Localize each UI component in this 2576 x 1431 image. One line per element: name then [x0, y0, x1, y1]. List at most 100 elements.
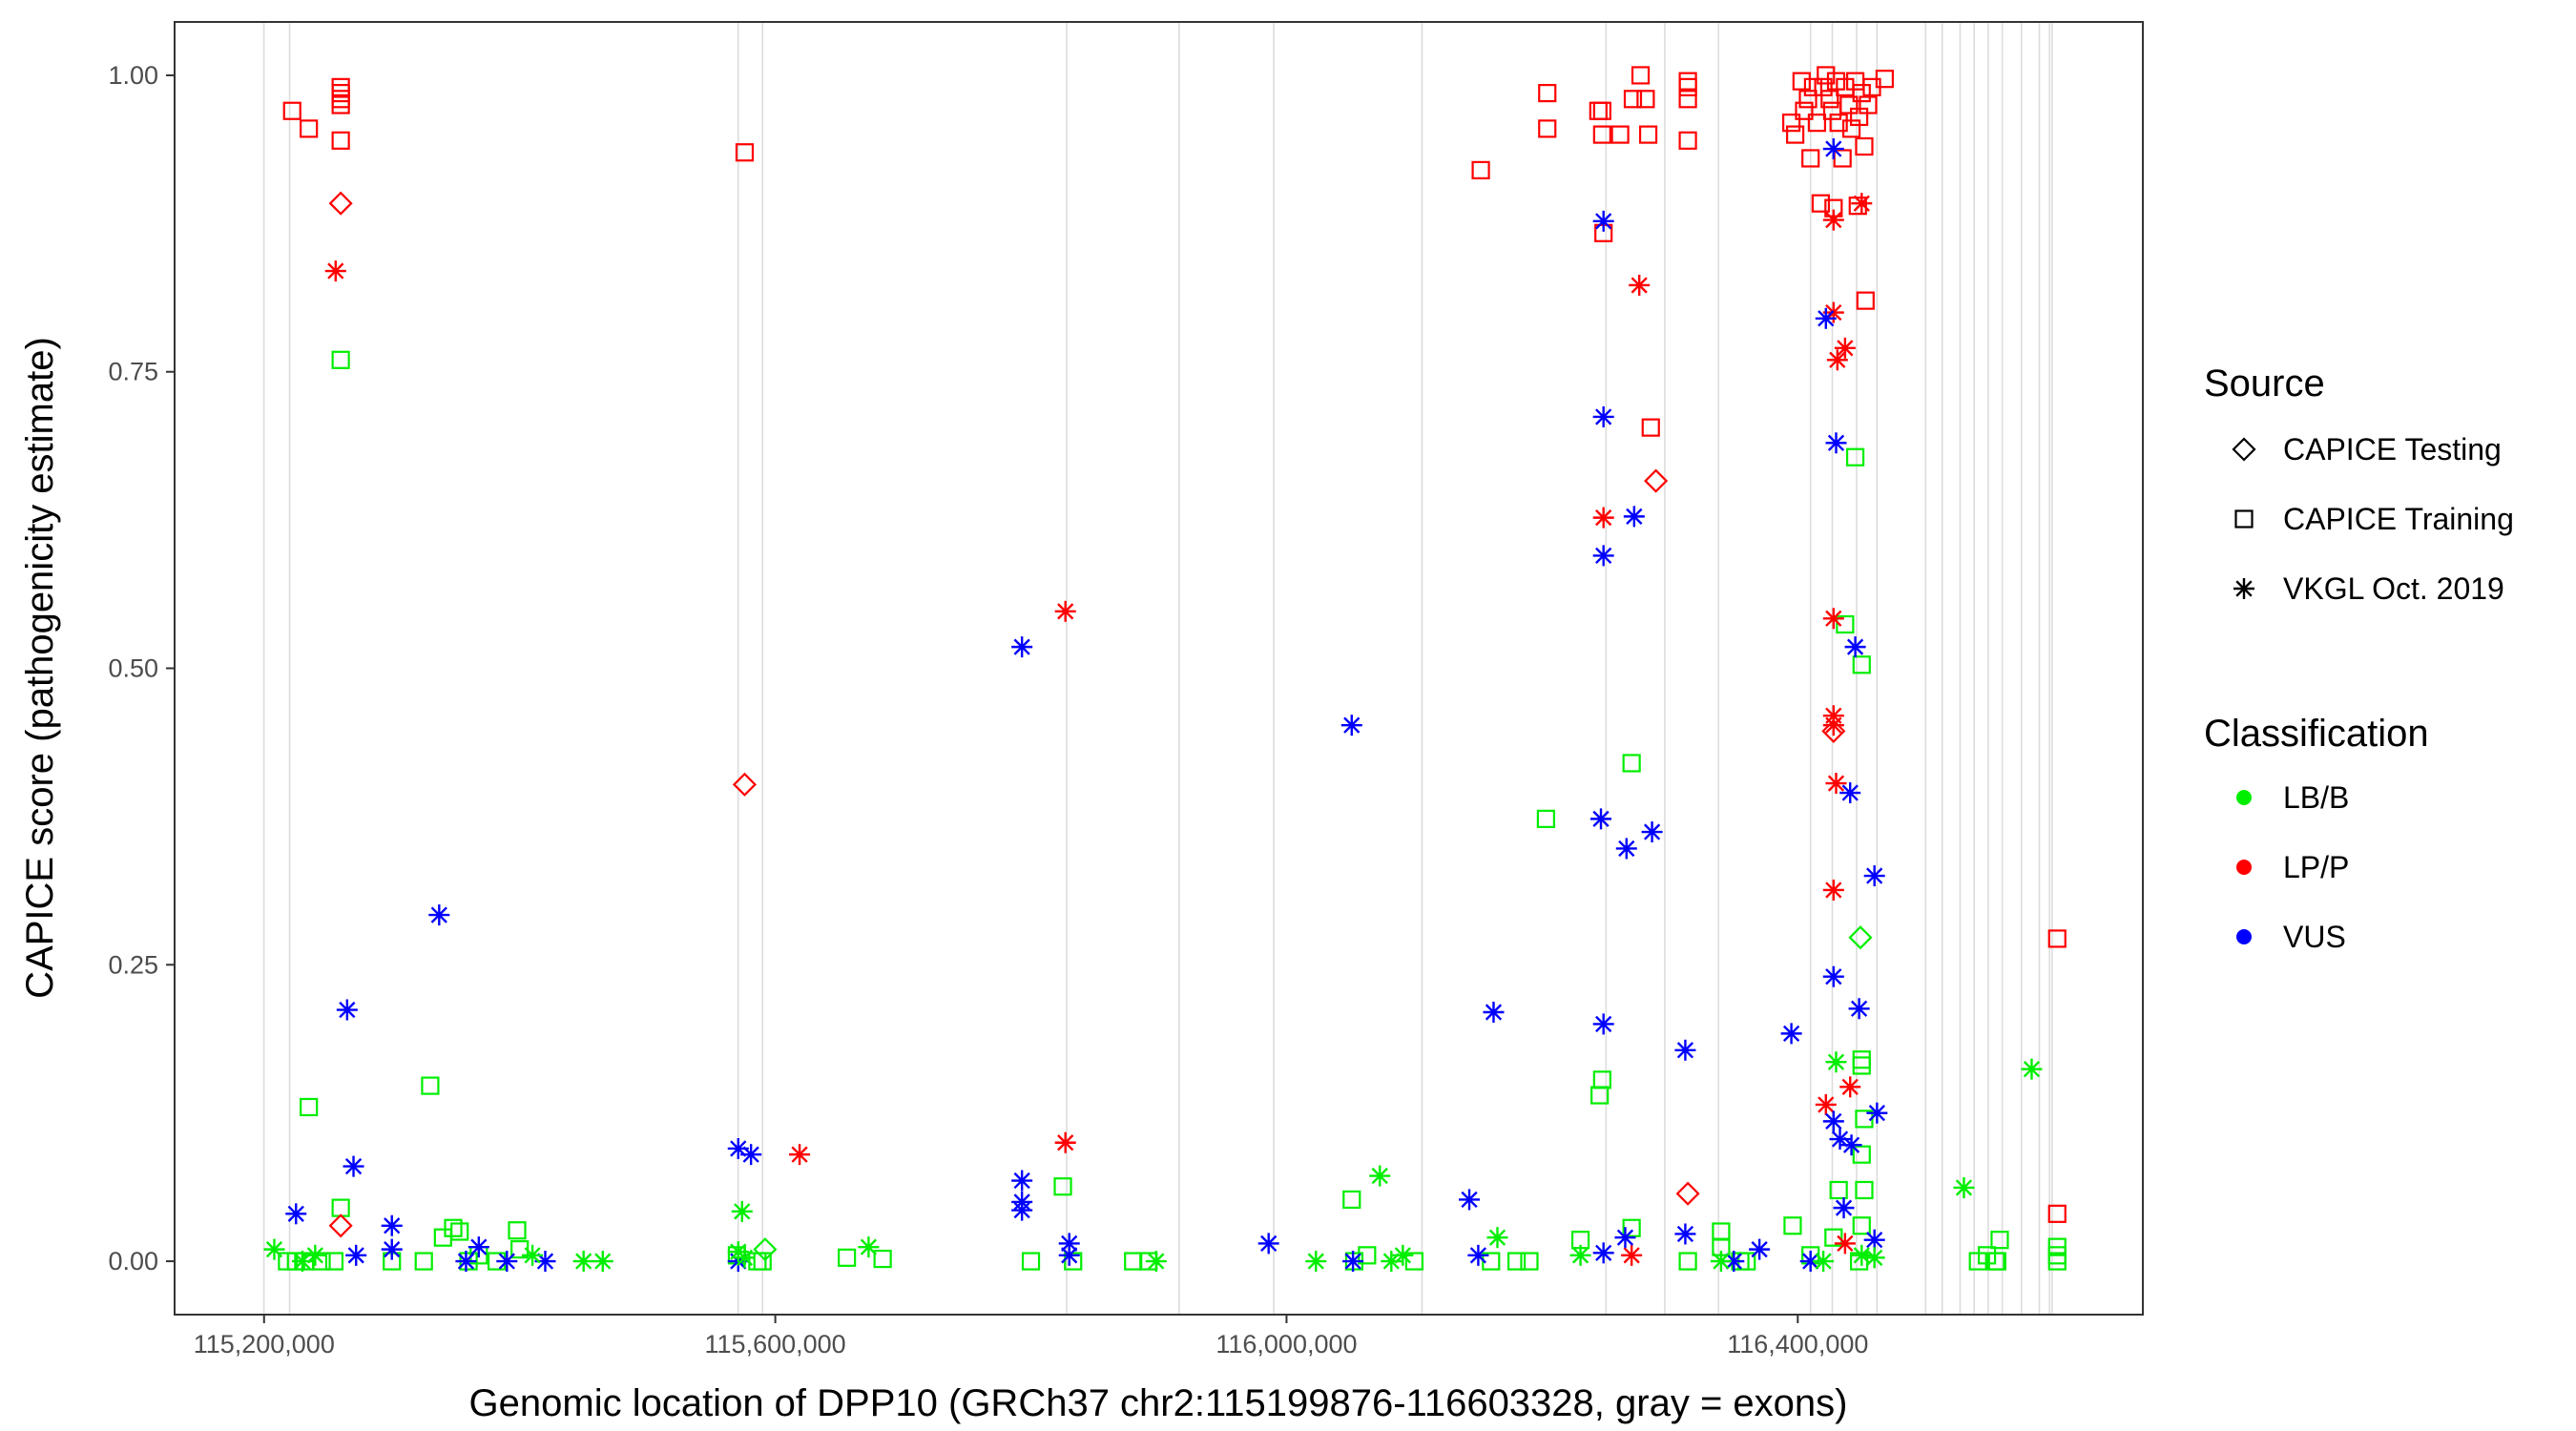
data-point: [1471, 160, 1490, 179]
data-point: [1011, 1170, 1033, 1192]
data-point: [1538, 83, 1557, 103]
data-point: [1825, 1051, 1847, 1073]
data-point: [1590, 808, 1612, 830]
data-point: [1817, 66, 1836, 85]
legend-class-label: LP/P: [2283, 850, 2349, 884]
data-point: [381, 1214, 403, 1236]
x-tick-label: 115,600,000: [705, 1330, 846, 1358]
data-point: [1829, 1129, 1851, 1151]
data-point: [1058, 1244, 1080, 1266]
data-point: [753, 1237, 778, 1262]
data-point: [1782, 114, 1801, 133]
data-point: [1538, 119, 1557, 138]
data-point: [1520, 1252, 1539, 1271]
legend: Source CAPICE Testing CAPICE Training VKGL…: [2204, 363, 2514, 954]
data-point: [1822, 209, 1844, 231]
data-point: [1852, 1216, 1871, 1235]
data-point: [2047, 1252, 2067, 1271]
data-point: [263, 1238, 285, 1260]
data-point: [1622, 1218, 1641, 1237]
data-point: [1836, 614, 1855, 634]
data-point: [731, 1200, 753, 1222]
x-tick-label: 115,200,000: [194, 1330, 335, 1358]
data-point: [1852, 1145, 1871, 1164]
data-point: [1392, 1244, 1414, 1266]
data-point: [1825, 773, 1847, 795]
data-point: [1839, 1076, 1861, 1098]
data-point: [1822, 715, 1844, 736]
data-point: [444, 1218, 463, 1237]
legend-dot-icon: [2236, 929, 2252, 944]
data-point: [1813, 1251, 1835, 1273]
x-tick-label: 116,400,000: [1727, 1330, 1868, 1358]
data-point: [1257, 1233, 1279, 1255]
data-point: [421, 1076, 440, 1095]
data-point: [1826, 349, 1848, 371]
legend-source-label: CAPICE Testing: [2283, 432, 2502, 467]
data-point: [1638, 125, 1658, 144]
data-point: [572, 1251, 594, 1273]
data-point: [1592, 125, 1611, 144]
data-point: [1641, 418, 1660, 437]
data-point: [336, 999, 358, 1021]
data-point: [1342, 1190, 1361, 1210]
legend-dot-icon: [2236, 860, 2252, 875]
data-point: [1851, 193, 1873, 215]
data-point: [1723, 1251, 1745, 1273]
data-point: [1987, 1252, 2006, 1271]
data-point: [522, 1244, 544, 1266]
data-point: [1824, 1228, 1843, 1247]
data-point: [1623, 506, 1645, 528]
data-point: [1795, 101, 1814, 120]
data-point: [1834, 337, 1856, 359]
data-point: [1674, 1223, 1696, 1245]
data-point: [343, 1155, 364, 1177]
data-point: [1814, 77, 1833, 96]
data-point: [1342, 1251, 1364, 1273]
data-point: [324, 260, 346, 282]
data-point: [1815, 1093, 1837, 1115]
data-point: [1822, 965, 1844, 987]
data-point: [1821, 718, 1846, 743]
data-point: [1855, 1180, 1874, 1200]
data-point: [1953, 1176, 1975, 1198]
data-point: [1592, 1013, 1614, 1035]
plot-background: [175, 22, 2143, 1315]
data-point: [414, 1252, 433, 1271]
data-point: [1848, 197, 1867, 216]
legend-class-label: LB/B: [2283, 780, 2349, 815]
data-point: [1749, 1238, 1771, 1260]
data-point: [1852, 83, 1871, 103]
data-point: [1875, 70, 1894, 89]
data-point: [1644, 468, 1669, 493]
data-point: [592, 1251, 613, 1273]
data-point: [285, 1203, 307, 1225]
legend-asterisk-icon: [2233, 578, 2254, 599]
data-point: [735, 143, 755, 162]
data-point: [734, 1247, 756, 1269]
data-point: [1145, 1251, 1167, 1273]
data-point: [1803, 77, 1822, 96]
data-point: [381, 1238, 403, 1260]
data-points: [263, 66, 2067, 1273]
y-tick-label: 1.00: [108, 61, 158, 90]
data-point: [1569, 1244, 1591, 1266]
data-point: [1054, 1131, 1076, 1153]
data-point: [1623, 90, 1643, 109]
data-point: [508, 1221, 527, 1240]
data-point: [304, 1244, 326, 1266]
data-point: [1467, 1244, 1489, 1266]
data-point: [1592, 1070, 1611, 1089]
data-point: [1064, 1252, 1083, 1271]
data-point: [1852, 655, 1871, 674]
data-point: [1839, 95, 1859, 114]
data-point: [1622, 754, 1641, 773]
y-tick-label: 0.50: [108, 654, 158, 683]
data-point: [1820, 90, 1839, 109]
legend-source-label: VKGL Oct. 2019: [2283, 571, 2504, 606]
data-point: [1053, 1177, 1072, 1196]
data-point: [1848, 998, 1870, 1020]
data-point: [450, 1222, 469, 1241]
data-point: [1834, 1233, 1856, 1255]
